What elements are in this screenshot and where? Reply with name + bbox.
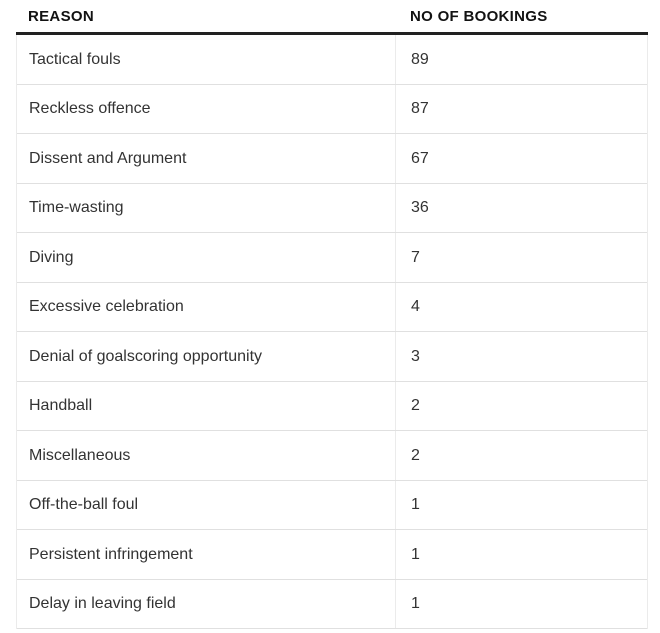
bookings-cell: 87 <box>395 84 647 133</box>
reason-cell: Handball <box>29 397 93 415</box>
table-body: Tactical fouls 89 Reckless offence 87 Di… <box>16 35 648 629</box>
table-row: Persistent infringement 1 <box>17 530 647 580</box>
bookings-cell: 2 <box>395 431 647 480</box>
bookings-cell: 1 <box>395 480 647 529</box>
table-row: Miscellaneous 2 <box>17 431 647 481</box>
reason-cell: Reckless offence <box>29 100 151 118</box>
table-row: Tactical fouls 89 <box>17 35 647 85</box>
reason-cell: Tactical fouls <box>29 50 121 68</box>
column-header-no-of-bookings: NO OF BOOKINGS <box>410 7 548 25</box>
reason-cell: Diving <box>29 248 74 266</box>
reason-cell: Time-wasting <box>29 199 124 217</box>
column-header-reason: REASON <box>28 7 94 25</box>
bookings-cell: 2 <box>395 381 647 430</box>
table-row: Handball 2 <box>17 381 647 431</box>
bookings-table: REASON NO OF BOOKINGS Tactical fouls 89 … <box>16 0 648 629</box>
table-row: Excessive celebration 4 <box>17 282 647 332</box>
table-row: Diving 7 <box>17 233 647 283</box>
table-row: Delay in leaving field 1 <box>17 579 647 629</box>
bookings-cell: 67 <box>395 134 647 183</box>
bookings-cell: 3 <box>395 332 647 381</box>
bookings-cell: 89 <box>395 35 647 84</box>
table-row: Dissent and Argument 67 <box>17 134 647 184</box>
bookings-cell: 1 <box>395 579 647 628</box>
table-row: Off-the-ball foul 1 <box>17 480 647 530</box>
reason-cell: Off-the-ball foul <box>29 496 139 514</box>
reason-cell: Miscellaneous <box>29 446 131 464</box>
reason-cell: Dissent and Argument <box>29 149 187 167</box>
bookings-cell: 36 <box>395 183 647 232</box>
table-row: Reckless offence 87 <box>17 84 647 134</box>
bookings-cell: 1 <box>395 530 647 579</box>
table-row: Denial of goalscoring opportunity 3 <box>17 332 647 382</box>
reason-cell: Persistent infringement <box>29 545 193 563</box>
table-header-row: REASON NO OF BOOKINGS <box>16 0 648 35</box>
reason-cell: Denial of goalscoring opportunity <box>29 347 263 365</box>
bookings-cell: 4 <box>395 282 647 331</box>
bookings-cell: 7 <box>395 233 647 282</box>
reason-cell: Excessive celebration <box>29 298 184 316</box>
table-row: Time-wasting 36 <box>17 183 647 233</box>
reason-cell: Delay in leaving field <box>29 595 176 613</box>
